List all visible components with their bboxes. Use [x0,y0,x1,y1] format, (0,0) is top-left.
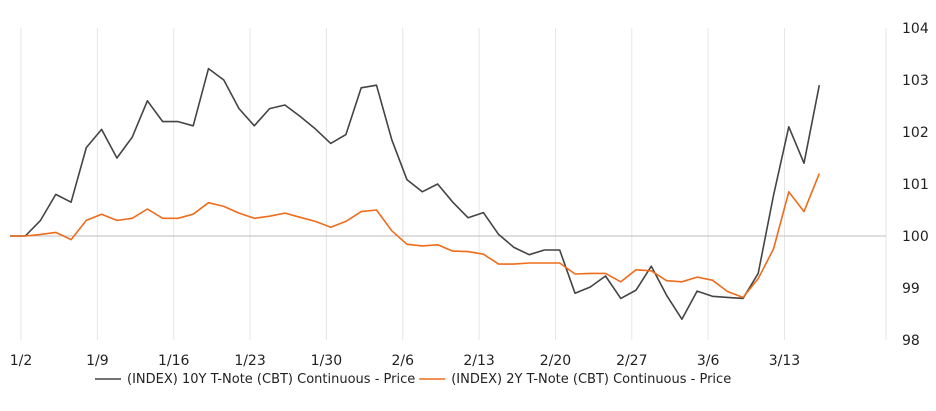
y-tick-label: 103 [902,73,929,89]
y-tick-label: 99 [902,281,920,297]
y-axis-ticks: 98 99 100 101 102 103 104 [902,21,929,349]
y-tick-label: 102 [902,125,929,141]
y-tick-label: 104 [902,21,929,37]
x-tick-label: 1/30 [311,353,342,369]
series-lines [10,67,821,321]
x-tick-label: 1/2 [10,353,33,369]
x-tick-label: 3/13 [769,353,800,369]
legend-label-0: (INDEX) 10Y T-Note (CBT) Continuous - Pr… [127,372,415,387]
legend: (INDEX) 10Y T-Note (CBT) Continuous - Pr… [95,372,731,387]
x-tick-label: 2/20 [540,353,571,369]
y-tick-label: 100 [902,229,929,245]
series-line-1 [10,173,821,299]
y-tick-label: 98 [902,333,920,349]
y-tick-label: 101 [902,177,929,193]
x-tick-label: 3/6 [697,353,720,369]
x-tick-label: 2/6 [391,353,414,369]
x-tick-label: 1/16 [158,353,190,369]
x-tick-label: 2/27 [616,353,647,369]
x-tick-label: 1/9 [86,353,109,369]
x-tick-label: 2/13 [463,353,494,369]
series-line-0 [10,67,821,321]
x-axis-ticks: 1/2 1/9 1/16 1/23 1/30 2/6 2/13 2/20 2/27 3/6 3/13 [10,353,800,369]
x-tick-label: 1/23 [234,353,265,369]
grid [20,28,887,340]
legend-label-1: (INDEX) 2Y T-Note (CBT) Continuous - Pri… [451,372,731,387]
